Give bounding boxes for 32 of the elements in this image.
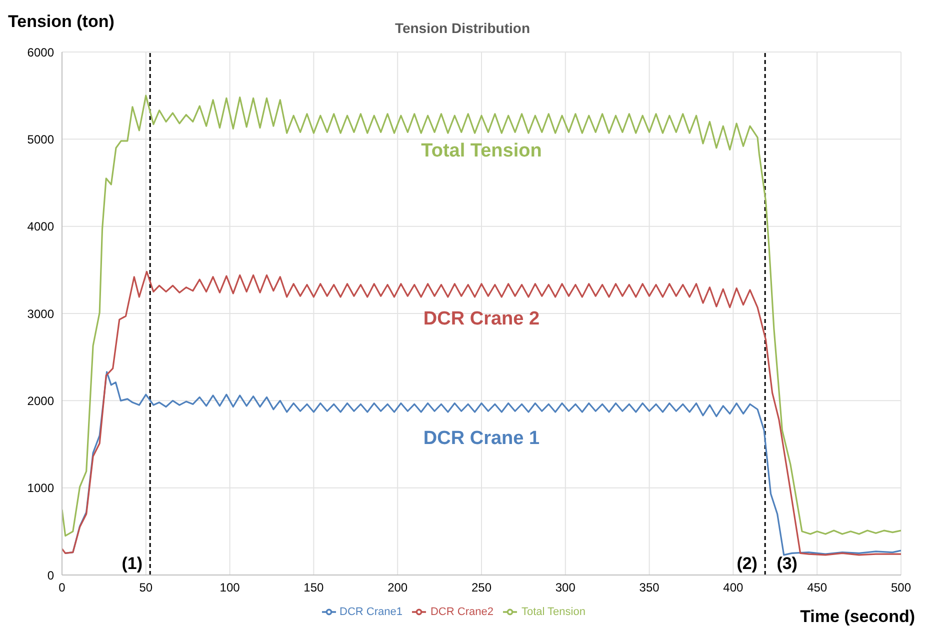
- x-axis-title: Time (second): [800, 607, 915, 627]
- x-tick-label: 100: [220, 580, 240, 595]
- y-tick-label: 3000: [27, 306, 54, 321]
- x-tick-label: 150: [304, 580, 324, 595]
- x-tick-label: 200: [388, 580, 408, 595]
- x-tick-label: 450: [807, 580, 828, 595]
- x-tick-label: 0: [58, 580, 66, 595]
- annotation: Total Tension: [421, 140, 542, 162]
- chart-title: Tension Distribution: [394, 20, 530, 36]
- annotation: DCR Crane 2: [423, 308, 540, 330]
- x-tick-label: 50: [139, 580, 153, 595]
- annotation: (3): [776, 554, 798, 574]
- legend-label: DCR Crane2: [430, 606, 494, 618]
- x-tick-label: 250: [471, 580, 492, 595]
- y-tick-label: 5000: [27, 132, 54, 146]
- y-tick-label: 6000: [27, 45, 54, 60]
- annotation: DCR Crane 1: [423, 428, 540, 450]
- line-series: [62, 94, 901, 537]
- y-tick-label: 0: [47, 568, 54, 582]
- x-tick-label: 400: [723, 580, 744, 595]
- line-series: [62, 270, 901, 556]
- y-tick-label: 1000: [27, 481, 54, 496]
- x-tick-label: 500: [890, 580, 912, 595]
- annotation: (1): [122, 554, 142, 574]
- legend-label: DCR Crane1: [340, 606, 402, 618]
- y-axis-title: Tension (ton): [8, 12, 114, 32]
- x-tick-label: 300: [555, 580, 576, 595]
- y-tick-label: 2000: [27, 394, 54, 408]
- legend-label: Total Tension: [521, 606, 586, 618]
- y-tick-label: 4000: [27, 220, 54, 234]
- x-tick-label: 350: [639, 580, 660, 595]
- annotation: (2): [736, 554, 758, 574]
